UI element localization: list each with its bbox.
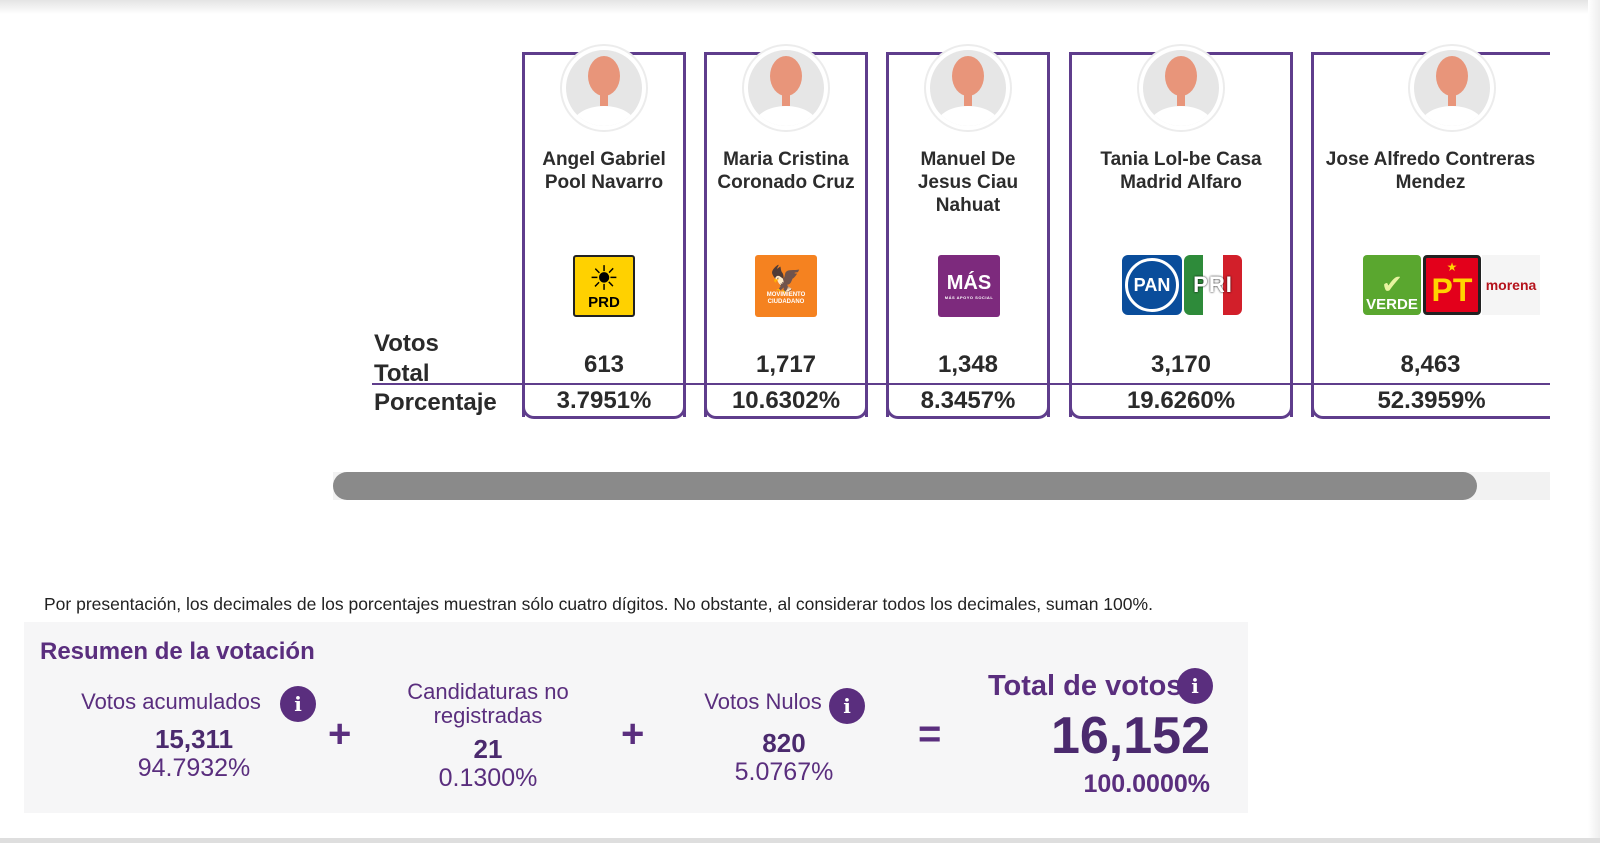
window-bottom-edge (0, 838, 1600, 843)
candidates-table: Angel Gabriel Pool Navarro ☀ PRD 613 Maria… (0, 40, 1550, 440)
candidate-votes: 8,463 (1400, 351, 1461, 378)
vote-summary-panel (24, 622, 1248, 813)
porcentaje-label: Porcentaje (374, 389, 497, 416)
votos-acumulados-label: Votos acumulados (81, 689, 261, 714)
avatar-icon (1143, 50, 1219, 126)
votos-acumulados-value: 15,311 (154, 724, 234, 754)
candidate-percentage: 8.3457% (886, 385, 1050, 419)
candidate-name: Tania Lol-be Casa Madrid Alfaro (1100, 149, 1262, 193)
total-de-votos-value: 16,152 (1050, 707, 1210, 765)
avatar-icon (930, 50, 1006, 126)
candidate-percentage: 10.6302% (704, 385, 868, 419)
candidate-votes: 1,717 (755, 351, 817, 378)
top-shadow (0, 0, 1600, 14)
avatar-icon (1414, 50, 1490, 126)
plus-sign: + (621, 712, 645, 756)
candidate-votes: 1,348 (937, 351, 999, 378)
window-edge (1588, 0, 1600, 843)
candidate-votes: 613 (583, 351, 625, 378)
movimiento-ciudadano-logo-icon: 🦅 MOVIMIENTO CIUDADANO (755, 255, 817, 317)
candidaturas-no-registradas-value: 21 (473, 734, 503, 764)
verde-logo-icon: ✔ VERDE (1363, 255, 1421, 315)
candidate-name: Jose Alfredo Contreras Mendez (1325, 149, 1536, 193)
votos-total-label: Votos Total (374, 330, 439, 387)
candidate-percentage: 52.3959% (1311, 385, 1550, 419)
plus-sign: + (328, 712, 352, 756)
candidate-percentage: 19.6260% (1069, 385, 1293, 419)
divider-line (372, 383, 1550, 385)
candidate-card (1311, 52, 1550, 417)
pt-logo-icon: ★ PT (1423, 255, 1481, 315)
mas-logo-icon: MÁS MÁS APOYO SOCIAL (938, 255, 1000, 317)
avatar-icon (566, 50, 642, 126)
info-icon[interactable]: i (1177, 668, 1213, 704)
total-de-votos-percent: 100.0000% (1083, 770, 1210, 798)
pan-logo-icon: PAN (1122, 255, 1182, 315)
candidate-name: Angel Gabriel Pool Navarro (542, 149, 666, 193)
morena-logo-icon: morena (1482, 255, 1540, 315)
candidate-name: Maria Cristina Coronado Cruz (717, 149, 855, 193)
summary-title: Resumen de la votación (40, 638, 315, 665)
total-de-votos-label: Total de votos (988, 670, 1183, 702)
horizontal-scrollbar-thumb[interactable] (333, 472, 1477, 500)
votos-nulos-value: 820 (762, 728, 806, 758)
info-icon[interactable]: i (829, 688, 865, 724)
votos-nulos-label: Votos Nulos (704, 689, 822, 714)
candidate-votes: 3,170 (1150, 351, 1212, 378)
candidate-percentage: 3.7951% (522, 385, 686, 419)
info-icon[interactable]: i (280, 686, 316, 722)
decimals-note: Por presentación, los decimales de los p… (44, 594, 1153, 614)
avatar-icon (748, 50, 824, 126)
candidaturas-no-registradas-label: Candidaturas no registradas (407, 679, 569, 728)
votos-nulos-percent: 5.0767% (734, 758, 834, 786)
equals-sign: = (918, 712, 942, 756)
candidaturas-no-registradas-percent: 0.1300% (438, 764, 538, 792)
votos-acumulados-percent: 94.7932% (137, 754, 251, 782)
prd-logo-icon: ☀ PRD (573, 255, 635, 317)
candidate-name: Manuel De Jesus Ciau Nahuat (917, 149, 1019, 216)
pri-logo-icon: PRI (1184, 255, 1242, 315)
